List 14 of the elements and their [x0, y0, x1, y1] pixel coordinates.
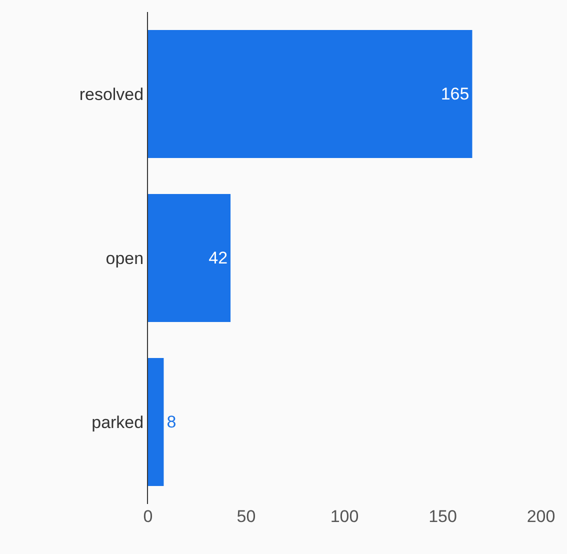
y-tick-label: parked	[92, 412, 144, 432]
data-label: 165	[440, 84, 470, 104]
bar	[148, 30, 472, 158]
x-tick-label: 0	[143, 507, 153, 526]
data-label: 8	[166, 412, 176, 432]
data-label: 42	[208, 248, 228, 268]
x-tick-label: 50	[236, 507, 256, 526]
bar	[148, 194, 231, 322]
x-tick-label: 150	[428, 507, 457, 526]
x-tick-label: 200	[526, 507, 556, 526]
y-tick-label: open	[106, 248, 144, 268]
x-tick-label: 100	[330, 507, 359, 526]
y-tick-label: resolved	[79, 84, 144, 104]
bar	[148, 358, 164, 486]
